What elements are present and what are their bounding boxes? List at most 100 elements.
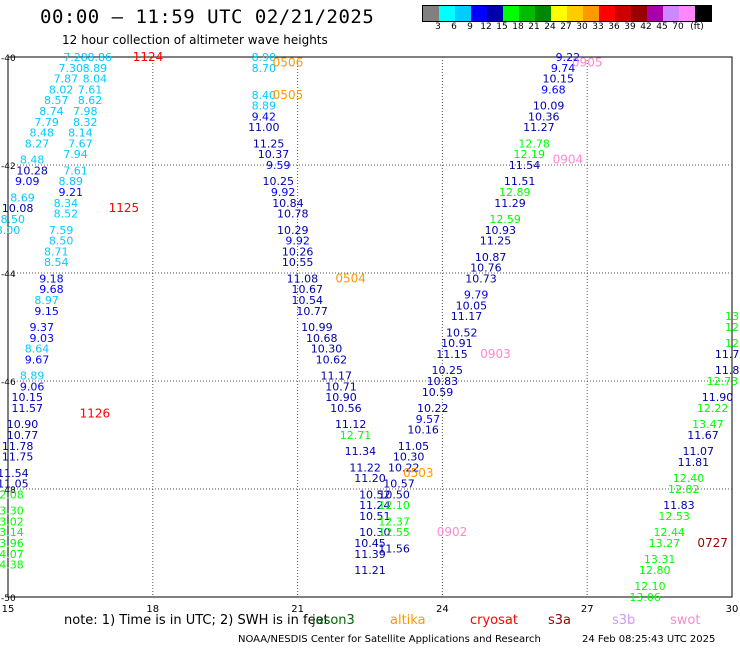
wave-height-value: 12.55 — [378, 526, 410, 539]
y-tick-label: -44 — [1, 270, 16, 280]
wave-height-value: 11.00 — [248, 121, 280, 134]
track-id-label: 0503 — [403, 466, 434, 480]
wave-height-value: 10.76 — [470, 262, 502, 275]
wave-height-value: 8.52 — [54, 208, 79, 221]
wave-height-value: 9.37 — [30, 321, 55, 334]
wave-height-value: 12.78 — [518, 137, 550, 150]
y-tick-label: -42 — [1, 162, 16, 172]
wave-height-value: 10.52 — [359, 488, 391, 501]
wave-height-value: 10.84 — [272, 197, 304, 210]
wave-height-plot: 15 18 21 24 27 30-40-42-44-46-48-507.287.307.… — [0, 50, 739, 615]
wave-height-value: 9.74 — [551, 62, 576, 75]
legend-swatch — [439, 6, 455, 21]
wave-height-value: 11.08 — [287, 272, 319, 285]
wave-height-value: 8.89 — [252, 100, 277, 113]
wave-height-value: 8.97 — [34, 294, 59, 307]
legend-swatch — [519, 6, 535, 21]
legend-swatch — [695, 6, 711, 21]
wave-height-value: 9.67 — [25, 353, 50, 366]
wave-height-value: 7.79 — [34, 116, 59, 129]
wave-height-value: 10.78 — [277, 208, 309, 221]
wave-height-value: 8.69 — [10, 191, 35, 204]
legend-swatch — [503, 6, 519, 21]
wave-height-value: 14.07 — [0, 548, 24, 561]
wave-height-value: 11.24 — [359, 499, 391, 512]
wave-height-value: 12.73 — [707, 375, 739, 388]
legend-label: 15 — [496, 22, 508, 32]
wave-height-value: 11.51 — [504, 175, 536, 188]
wave-height-value: 8.02 — [49, 83, 74, 96]
legend-label: (ft) — [690, 22, 704, 32]
legend-label: 18 — [512, 22, 524, 32]
track-id-label: 0505 — [273, 88, 304, 102]
credit-line: NOAA/NESDIS Center for Satellite Applica… — [238, 634, 541, 645]
wave-height-value: 12 — [725, 321, 739, 334]
legend-label: 6 — [451, 22, 457, 32]
wave-height-value: 11.78 — [2, 440, 34, 453]
track-id-label: 0506 — [273, 55, 304, 69]
legend-swatch — [679, 6, 695, 21]
wave-height-value: 10.05 — [456, 299, 488, 312]
legend-label: 27 — [560, 22, 572, 32]
wave-height-value: 11.15 — [436, 348, 468, 361]
legend-swatch — [455, 6, 471, 21]
wave-height-value: 9.79 — [464, 289, 489, 302]
wave-height-value: 9.22 — [556, 51, 581, 64]
wave-height-value: 13.47 — [692, 418, 724, 431]
legend-swatch — [615, 6, 631, 21]
wave-height-value: 8.48 — [20, 154, 45, 167]
chart-title: 00:00 – 11:59 UTC 02/21/2025 — [40, 6, 375, 28]
wave-height-value: 12.40 — [673, 472, 705, 485]
legend-label: 30 — [576, 22, 588, 32]
legend-swatch — [631, 6, 647, 21]
wave-height-value: 10.56 — [330, 402, 362, 415]
plot-frame — [7, 56, 733, 598]
wave-height-value: 10.15 — [12, 391, 44, 404]
wave-height-value: 7.98 — [73, 105, 98, 118]
wave-height-value: 9.68 — [541, 83, 566, 96]
wave-height-value: 10.22 — [417, 402, 449, 415]
x-tick-label: 18 — [146, 604, 159, 615]
wave-height-value: 12.89 — [499, 186, 531, 199]
wave-height-value: 10.57 — [383, 478, 415, 491]
wave-height-value: 13.27 — [649, 537, 681, 550]
legend-label: 39 — [624, 22, 636, 32]
wave-height-value: 8.62 — [78, 94, 103, 107]
wave-height-value: 8.89 — [58, 175, 83, 188]
legend-label: 36 — [608, 22, 620, 32]
wave-height-value: 12.82 — [668, 483, 700, 496]
wave-height-value: 14.38 — [0, 559, 24, 572]
wave-height-value: 9.57 — [416, 413, 441, 426]
wave-height-value: 7.87 — [54, 73, 79, 86]
wave-height-value: 11.17 — [320, 370, 352, 383]
wave-height-value: 8.89 — [20, 370, 45, 383]
wave-height-value: 8.32 — [73, 116, 98, 129]
wave-height-value: 10.25 — [263, 175, 295, 188]
wave-height-value: 10.90 — [7, 418, 39, 431]
wave-height-value: 9.15 — [34, 305, 59, 318]
wave-height-value: 10.77 — [296, 305, 328, 318]
wave-height-value: 11.29 — [494, 197, 526, 210]
wave-height-value: 11.57 — [12, 402, 44, 415]
wave-height-value: 7.30 — [58, 62, 83, 75]
wave-height-value: 11.22 — [349, 461, 381, 474]
legend-swatch — [663, 6, 679, 21]
wave-height-value: 7.67 — [68, 137, 93, 150]
wave-height-value: 10.52 — [446, 326, 478, 339]
wave-height-value: 10.67 — [292, 283, 324, 296]
satellite-name: altika — [390, 613, 426, 628]
wave-height-value: 12.37 — [378, 515, 410, 528]
wave-height-value: 9.09 — [15, 175, 40, 188]
legend-swatch — [567, 6, 583, 21]
wave-height-value: 10.28 — [16, 164, 48, 177]
y-tick-label: -40 — [1, 54, 16, 64]
wave-height-value: 10.08 — [2, 202, 34, 215]
wave-height-value: 8.86 — [87, 51, 112, 64]
satellite-name: s3a — [548, 613, 572, 628]
wave-height-value: 10.90 — [325, 391, 357, 404]
wave-height-value: 10.30 — [393, 451, 425, 464]
wave-height-value: 10.77 — [7, 429, 39, 442]
